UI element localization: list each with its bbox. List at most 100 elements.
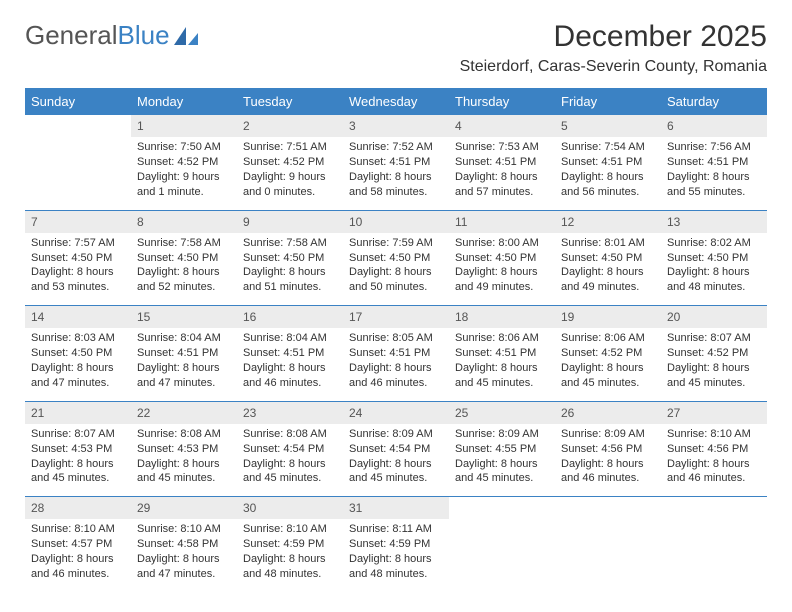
day-body: Sunrise: 8:08 AMSunset: 4:53 PMDaylight:… bbox=[131, 424, 237, 496]
daylight-line-1: Daylight: 8 hours bbox=[667, 457, 761, 472]
daylight-line-1: Daylight: 8 hours bbox=[31, 457, 125, 472]
daylight-line-1: Daylight: 8 hours bbox=[455, 170, 549, 185]
day-number: 26 bbox=[555, 402, 661, 424]
calendar-day-cell: 7Sunrise: 7:57 AMSunset: 4:50 PMDaylight… bbox=[25, 210, 131, 306]
daylight-line-2: and 45 minutes. bbox=[667, 376, 761, 391]
sunrise-line: Sunrise: 8:09 AM bbox=[561, 427, 655, 442]
sunset-line: Sunset: 4:50 PM bbox=[455, 251, 549, 266]
sunrise-line: Sunrise: 7:58 AM bbox=[243, 236, 337, 251]
sunset-line: Sunset: 4:55 PM bbox=[455, 442, 549, 457]
sunrise-line: Sunrise: 8:03 AM bbox=[31, 331, 125, 346]
calendar-week-row: 28Sunrise: 8:10 AMSunset: 4:57 PMDayligh… bbox=[25, 497, 767, 592]
day-number: 30 bbox=[237, 497, 343, 519]
day-body: Sunrise: 7:58 AMSunset: 4:50 PMDaylight:… bbox=[131, 233, 237, 305]
daylight-line-1: Daylight: 8 hours bbox=[243, 361, 337, 376]
day-number: 29 bbox=[131, 497, 237, 519]
day-body: Sunrise: 8:08 AMSunset: 4:54 PMDaylight:… bbox=[237, 424, 343, 496]
calendar-day-cell: 16Sunrise: 8:04 AMSunset: 4:51 PMDayligh… bbox=[237, 306, 343, 402]
daylight-line-1: Daylight: 8 hours bbox=[243, 457, 337, 472]
daylight-line-1: Daylight: 8 hours bbox=[561, 361, 655, 376]
sunset-line: Sunset: 4:50 PM bbox=[349, 251, 443, 266]
daylight-line-2: and 51 minutes. bbox=[243, 280, 337, 295]
daylight-line-2: and 49 minutes. bbox=[561, 280, 655, 295]
weekday-header: Saturday bbox=[661, 88, 767, 115]
sunrise-line: Sunrise: 7:59 AM bbox=[349, 236, 443, 251]
daylight-line-2: and 0 minutes. bbox=[243, 185, 337, 200]
calendar-day-cell: 26Sunrise: 8:09 AMSunset: 4:56 PMDayligh… bbox=[555, 401, 661, 497]
brand-sail-icon bbox=[172, 25, 200, 47]
daylight-line-1: Daylight: 8 hours bbox=[561, 265, 655, 280]
day-number: 14 bbox=[25, 306, 131, 328]
calendar-day-cell: 5Sunrise: 7:54 AMSunset: 4:51 PMDaylight… bbox=[555, 115, 661, 210]
daylight-line-1: Daylight: 8 hours bbox=[667, 265, 761, 280]
day-number: 15 bbox=[131, 306, 237, 328]
sunset-line: Sunset: 4:50 PM bbox=[667, 251, 761, 266]
day-number: 17 bbox=[343, 306, 449, 328]
daylight-line-1: Daylight: 8 hours bbox=[31, 361, 125, 376]
day-body: Sunrise: 7:58 AMSunset: 4:50 PMDaylight:… bbox=[237, 233, 343, 305]
day-body: Sunrise: 8:06 AMSunset: 4:52 PMDaylight:… bbox=[555, 328, 661, 400]
weekday-header: Wednesday bbox=[343, 88, 449, 115]
daylight-line-2: and 1 minute. bbox=[137, 185, 231, 200]
daylight-line-1: Daylight: 8 hours bbox=[137, 552, 231, 567]
daylight-line-2: and 46 minutes. bbox=[31, 567, 125, 582]
day-body: Sunrise: 8:10 AMSunset: 4:57 PMDaylight:… bbox=[25, 519, 131, 591]
day-number: 22 bbox=[131, 402, 237, 424]
sunset-line: Sunset: 4:59 PM bbox=[243, 537, 337, 552]
sunrise-line: Sunrise: 8:09 AM bbox=[455, 427, 549, 442]
daylight-line-2: and 45 minutes. bbox=[243, 471, 337, 486]
daylight-line-1: Daylight: 8 hours bbox=[349, 457, 443, 472]
calendar-day-cell bbox=[25, 115, 131, 210]
calendar-table: Sunday Monday Tuesday Wednesday Thursday… bbox=[25, 88, 767, 592]
daylight-line-2: and 45 minutes. bbox=[137, 471, 231, 486]
daylight-line-1: Daylight: 8 hours bbox=[349, 265, 443, 280]
day-body: Sunrise: 8:02 AMSunset: 4:50 PMDaylight:… bbox=[661, 233, 767, 305]
daylight-line-1: Daylight: 8 hours bbox=[667, 361, 761, 376]
calendar-day-cell: 22Sunrise: 8:08 AMSunset: 4:53 PMDayligh… bbox=[131, 401, 237, 497]
calendar-day-cell: 12Sunrise: 8:01 AMSunset: 4:50 PMDayligh… bbox=[555, 210, 661, 306]
sunset-line: Sunset: 4:51 PM bbox=[243, 346, 337, 361]
day-number: 28 bbox=[25, 497, 131, 519]
calendar-day-cell: 29Sunrise: 8:10 AMSunset: 4:58 PMDayligh… bbox=[131, 497, 237, 592]
weekday-header: Thursday bbox=[449, 88, 555, 115]
sunrise-line: Sunrise: 8:08 AM bbox=[137, 427, 231, 442]
brand-logo: GeneralBlue bbox=[25, 20, 200, 51]
calendar-day-cell: 30Sunrise: 8:10 AMSunset: 4:59 PMDayligh… bbox=[237, 497, 343, 592]
sunset-line: Sunset: 4:52 PM bbox=[561, 346, 655, 361]
sunrise-line: Sunrise: 7:54 AM bbox=[561, 140, 655, 155]
day-body: Sunrise: 8:01 AMSunset: 4:50 PMDaylight:… bbox=[555, 233, 661, 305]
sunset-line: Sunset: 4:50 PM bbox=[31, 346, 125, 361]
sunset-line: Sunset: 4:50 PM bbox=[31, 251, 125, 266]
day-number: 21 bbox=[25, 402, 131, 424]
calendar-day-cell: 17Sunrise: 8:05 AMSunset: 4:51 PMDayligh… bbox=[343, 306, 449, 402]
day-body: Sunrise: 8:05 AMSunset: 4:51 PMDaylight:… bbox=[343, 328, 449, 400]
sunrise-line: Sunrise: 7:53 AM bbox=[455, 140, 549, 155]
calendar-day-cell: 9Sunrise: 7:58 AMSunset: 4:50 PMDaylight… bbox=[237, 210, 343, 306]
sunset-line: Sunset: 4:51 PM bbox=[349, 155, 443, 170]
calendar-day-cell: 25Sunrise: 8:09 AMSunset: 4:55 PMDayligh… bbox=[449, 401, 555, 497]
weekday-header: Monday bbox=[131, 88, 237, 115]
daylight-line-2: and 53 minutes. bbox=[31, 280, 125, 295]
daylight-line-1: Daylight: 8 hours bbox=[349, 170, 443, 185]
sunset-line: Sunset: 4:58 PM bbox=[137, 537, 231, 552]
daylight-line-2: and 49 minutes. bbox=[455, 280, 549, 295]
daylight-line-1: Daylight: 9 hours bbox=[137, 170, 231, 185]
sunrise-line: Sunrise: 8:06 AM bbox=[455, 331, 549, 346]
calendar-day-cell: 11Sunrise: 8:00 AMSunset: 4:50 PMDayligh… bbox=[449, 210, 555, 306]
sunset-line: Sunset: 4:53 PM bbox=[31, 442, 125, 457]
daylight-line-1: Daylight: 8 hours bbox=[561, 457, 655, 472]
calendar-day-cell: 6Sunrise: 7:56 AMSunset: 4:51 PMDaylight… bbox=[661, 115, 767, 210]
day-number: 23 bbox=[237, 402, 343, 424]
sunrise-line: Sunrise: 8:06 AM bbox=[561, 331, 655, 346]
daylight-line-2: and 47 minutes. bbox=[137, 376, 231, 391]
daylight-line-2: and 45 minutes. bbox=[455, 376, 549, 391]
day-number: 8 bbox=[131, 211, 237, 233]
calendar-day-cell: 8Sunrise: 7:58 AMSunset: 4:50 PMDaylight… bbox=[131, 210, 237, 306]
day-number: 12 bbox=[555, 211, 661, 233]
day-body: Sunrise: 7:52 AMSunset: 4:51 PMDaylight:… bbox=[343, 137, 449, 209]
daylight-line-2: and 47 minutes. bbox=[31, 376, 125, 391]
daylight-line-1: Daylight: 8 hours bbox=[667, 170, 761, 185]
day-body: Sunrise: 7:57 AMSunset: 4:50 PMDaylight:… bbox=[25, 233, 131, 305]
daylight-line-1: Daylight: 8 hours bbox=[349, 361, 443, 376]
sunset-line: Sunset: 4:52 PM bbox=[243, 155, 337, 170]
